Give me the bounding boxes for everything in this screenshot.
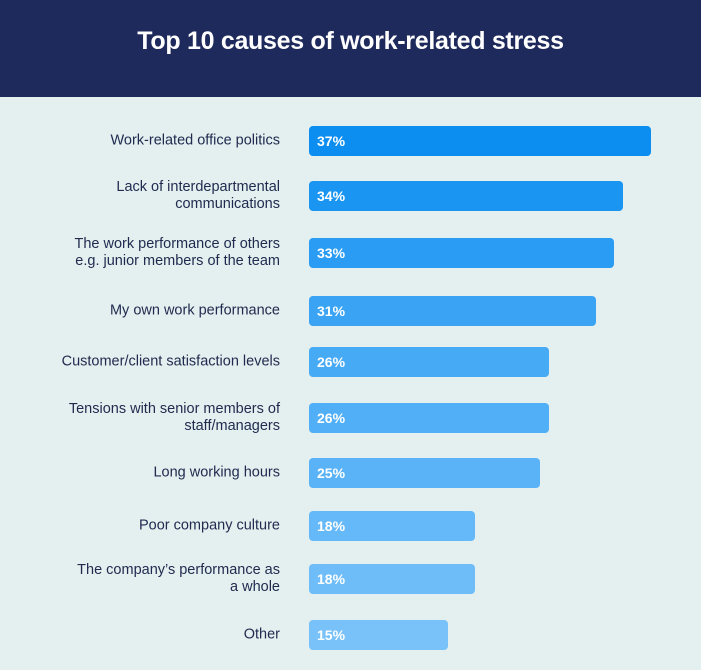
category-label-line: Poor company culture [138,517,280,534]
category-label: Long working hours [5,465,280,482]
data-label: 26% [317,410,346,426]
data-label: 18% [317,571,346,587]
data-label: 31% [317,303,346,319]
category-label: Lack of interdepartmental communications [5,179,280,213]
bar: 31% [309,296,596,326]
category-label-line: My own work performance [109,302,280,319]
category-label: Tensions with senior members of staff/man… [5,401,280,435]
data-label: 15% [317,627,346,643]
category-label: Other [5,627,280,644]
category-label-line: Long working hours [153,464,280,481]
category-label: Poor company culture [5,518,280,535]
data-label: 26% [317,354,346,370]
bar: 26% [309,347,550,377]
data-label: 33% [317,245,346,261]
category-label: Work-related office politics [5,133,280,150]
category-label-line: Tensions with senior members of [68,401,280,417]
bar: 26% [309,403,550,433]
bar: 18% [309,511,476,541]
category-label: My own work performance [5,303,280,320]
category-label: The company’s performance as a whole [5,562,280,596]
bar: 34% [309,181,624,211]
category-label-line: Other [243,626,280,643]
category-label-line: communications [175,196,280,212]
chart-title: Top 10 causes of work-related stress [137,26,564,55]
data-label: 18% [317,518,346,534]
header-banner [0,0,701,97]
bar: 33% [309,238,615,268]
category-label-line: a whole [230,579,280,595]
category-label-line: e.g. junior members of the team [75,253,280,269]
bar-chart: Work-related office politics 37% Lack of i… [0,97,701,670]
category-label-line: staff/managers [184,418,280,434]
category-label-line: Customer/client satisfaction levels [61,353,280,370]
data-label: 25% [317,465,346,481]
category-label-line: The work performance of others [74,236,280,252]
category-label-line: Work-related office politics [110,132,280,149]
bar: 18% [309,564,476,594]
category-label: The work performance of others e.g. junio… [5,236,280,270]
bar: 15% [309,620,448,650]
category-label-line: Lack of interdepartmental [116,179,280,195]
bar: 25% [309,458,541,488]
data-label: 37% [317,133,346,149]
bar: 37% [309,126,651,156]
category-label-line: The company’s performance as [77,562,280,578]
data-label: 34% [317,188,346,204]
category-label: Customer/client satisfaction levels [5,354,280,371]
